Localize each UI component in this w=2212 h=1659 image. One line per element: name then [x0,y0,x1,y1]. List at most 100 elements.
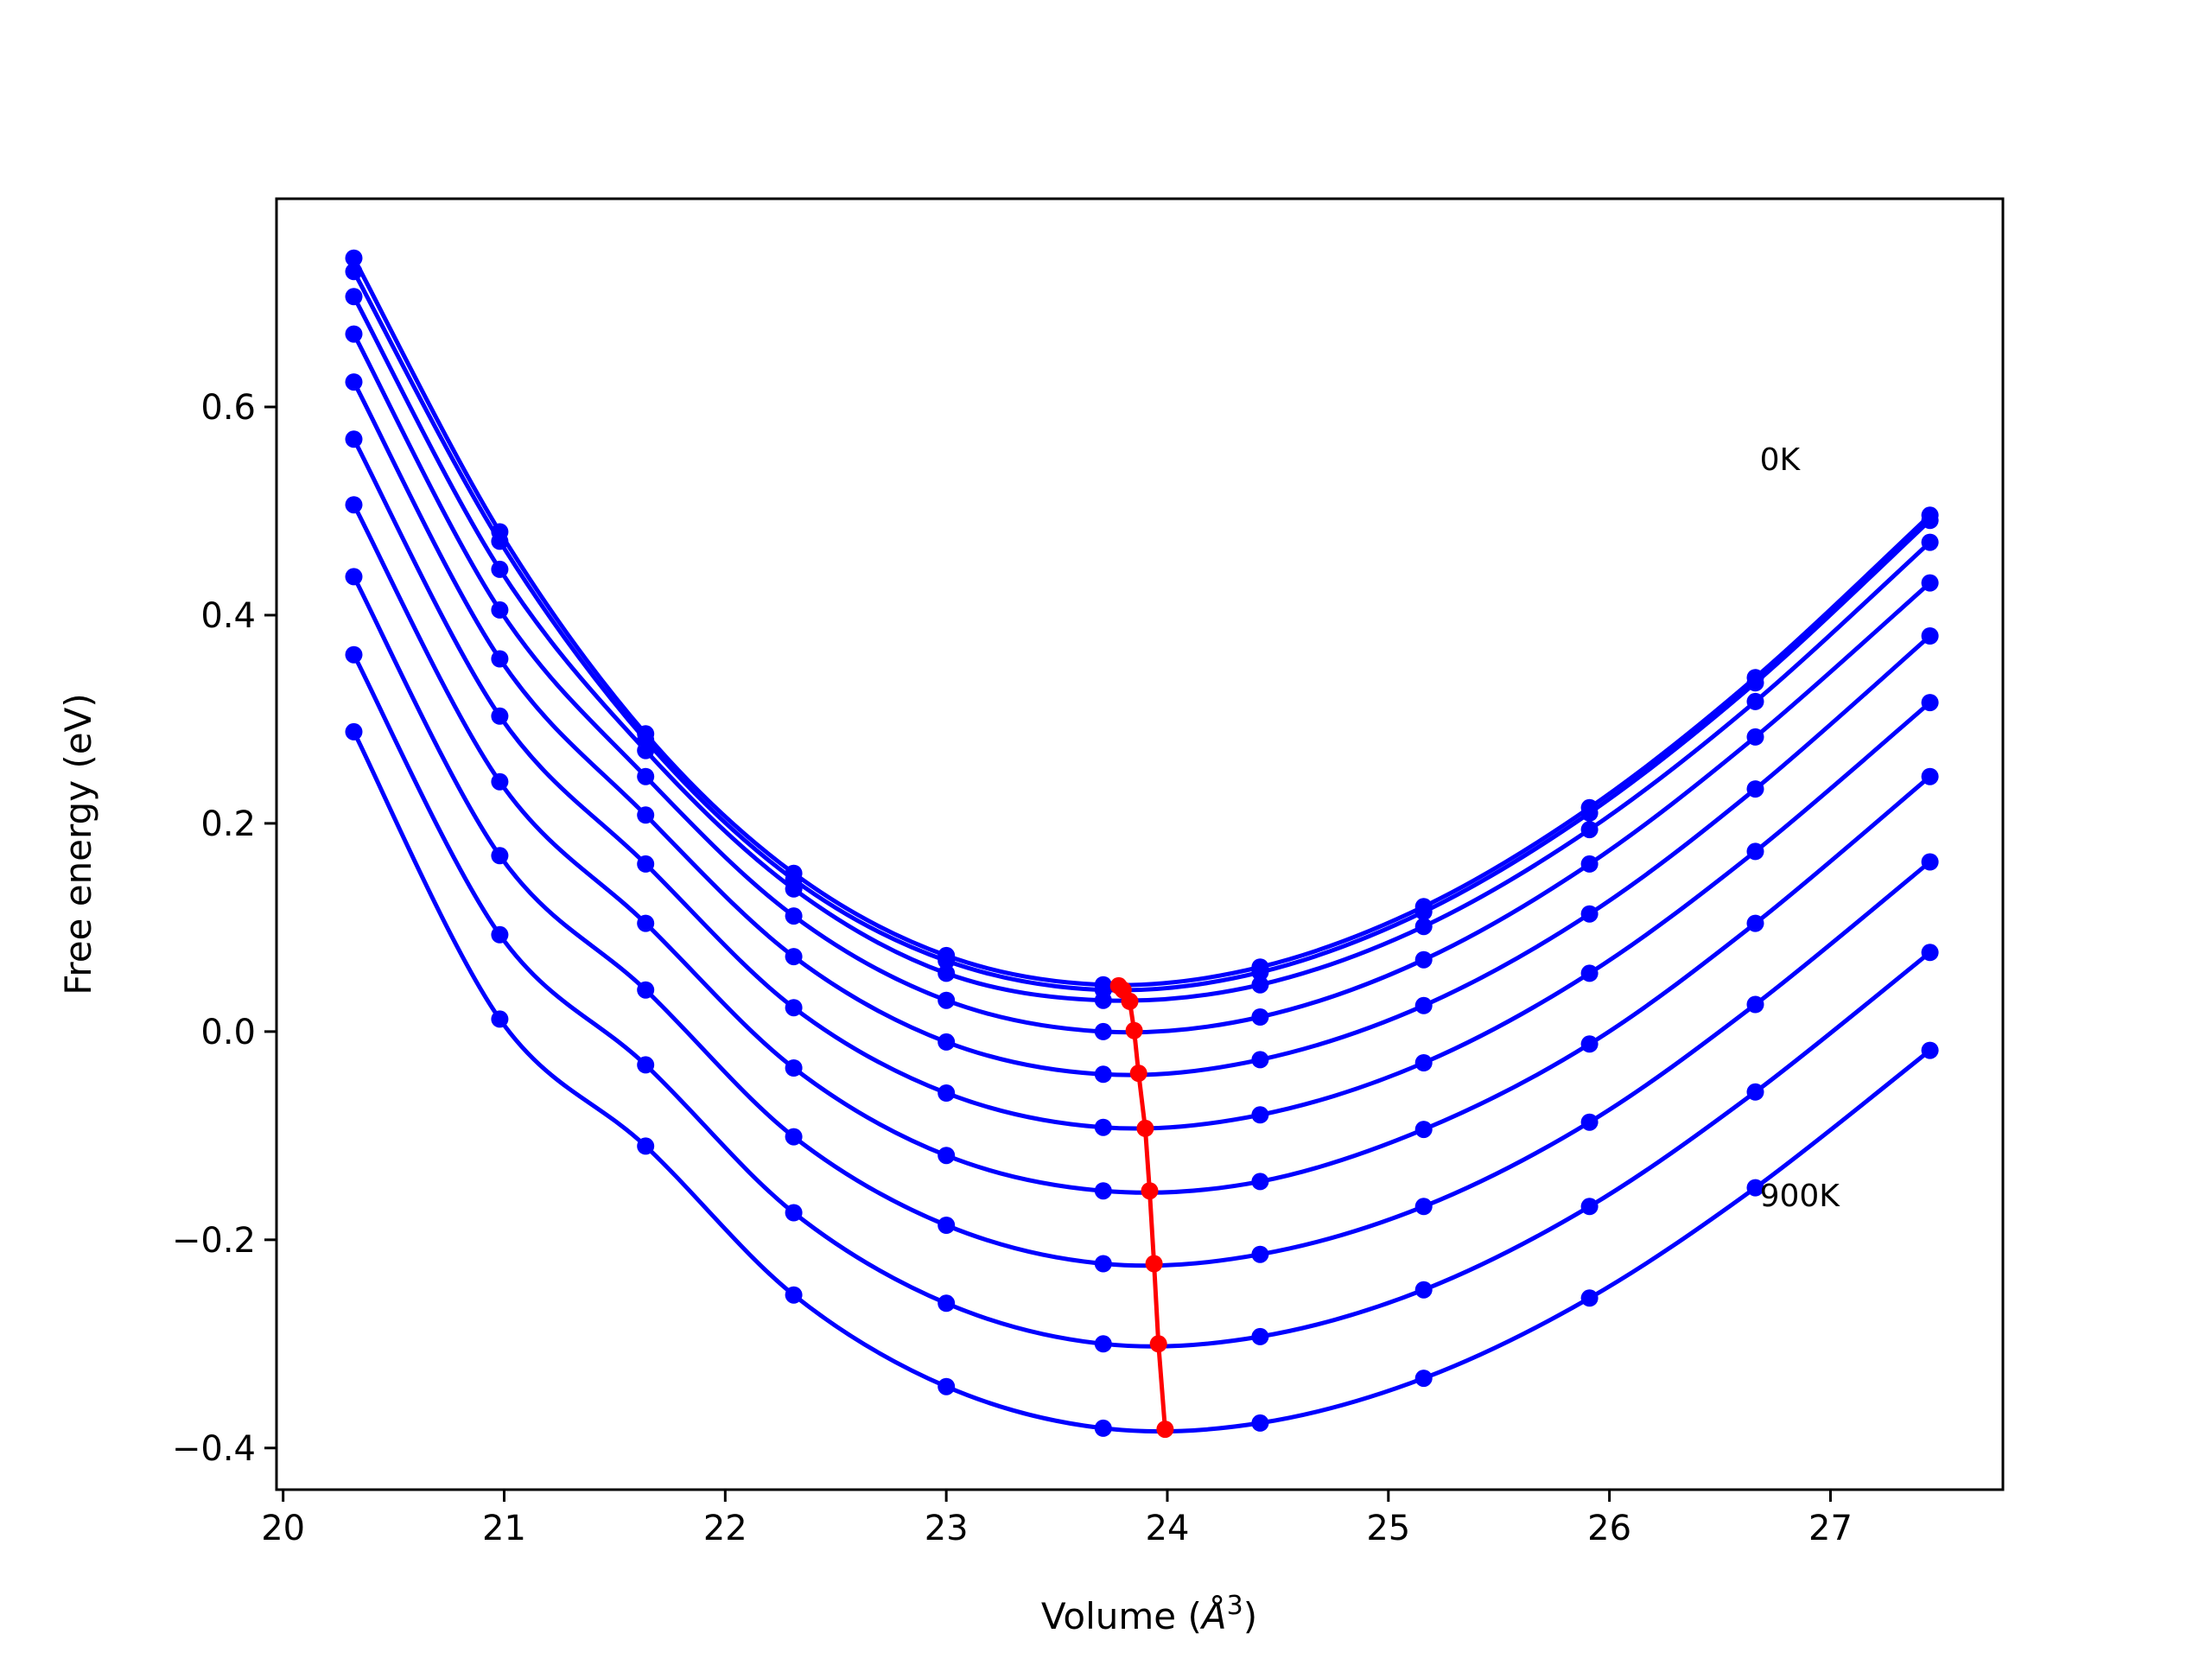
series-4-point-5 [1094,1065,1112,1084]
series-5-point-4 [938,1084,956,1102]
series-6-point-8 [1580,1035,1599,1053]
series-1-point-8 [1580,804,1599,822]
series-2-line [352,296,1932,1003]
minimum-point-7 [1145,1255,1163,1273]
y-tick-label-1: −0.2 [172,1221,256,1261]
energy-curves [345,249,1939,1437]
series-4-point-0 [345,373,363,391]
series-5-point-1 [491,707,509,725]
series-2-point-7 [1414,918,1433,936]
series-7-point-6 [1251,1245,1269,1263]
minimum-point-4 [1129,1065,1147,1083]
series-9-point-10 [1921,1041,1939,1059]
y-tick-label-2: 0.0 [200,1013,256,1052]
series-6-point-10 [1921,767,1939,785]
x-axis-ticks: 20 21 22 23 24 25 26 27 [261,1490,1853,1548]
series-9-point-3 [785,1286,803,1304]
series-6-point-5 [1094,1182,1112,1200]
y-tick-label-0: −0.4 [172,1429,256,1469]
minimum-point-6 [1141,1182,1159,1200]
series-4-point-9 [1746,780,1764,798]
minimum-point-8 [1149,1335,1167,1353]
series-3-point-6 [1251,1008,1269,1026]
series-8-point-4 [938,1294,956,1313]
series-4-point-2 [637,806,655,824]
series-7-point-1 [491,847,509,865]
series-2-point-5 [1094,991,1112,1009]
series-3-point-1 [491,601,509,619]
y-axis-ticks: −0.4 −0.2 0.0 0.2 0.4 0.6 [172,388,276,1469]
series-0-point-0 [345,249,363,267]
y-tick-label-5: 0.6 [200,388,256,428]
series-5-point-8 [1580,964,1599,982]
series-4-point-1 [491,650,509,668]
series-5-line [352,438,1932,1131]
x-tick-label-21: 21 [482,1509,526,1548]
series-5-point-0 [345,430,363,448]
series-2-point-3 [785,880,803,898]
minima-line [1109,976,1174,1439]
minimum-point-9 [1156,1421,1174,1439]
series-3-point-7 [1414,950,1433,969]
x-tick-label-20: 20 [261,1509,305,1548]
annotation-1: 900K [1760,1179,1841,1214]
series-7-point-2 [637,981,655,999]
series-8-point-10 [1921,944,1939,962]
x-tick-label-23: 23 [925,1509,969,1548]
series-8-point-8 [1580,1198,1599,1216]
series-4-point-4 [938,1033,956,1051]
series-4-point-8 [1580,905,1599,923]
series-1-point-4 [938,951,956,969]
series-2-point-10 [1921,533,1939,551]
series-2-point-0 [345,288,363,306]
minimum-point-5 [1136,1119,1154,1137]
series-1-point-7 [1414,903,1433,921]
x-tick-label-25: 25 [1366,1509,1410,1548]
series-8-point-3 [785,1204,803,1222]
series-8-point-7 [1414,1281,1433,1299]
series-3-point-9 [1746,728,1764,746]
series-7-point-4 [938,1217,956,1234]
y-axis-label: Free energy (eV) [57,693,99,995]
series-7-point-10 [1921,853,1939,871]
series-1-point-1 [491,532,509,550]
series-9-point-2 [637,1137,655,1155]
series-3-point-0 [345,325,363,343]
series-3-point-5 [1094,1022,1112,1040]
series-2-point-1 [491,560,509,578]
series-4-point-6 [1251,1051,1269,1069]
series-7-point-8 [1580,1113,1599,1131]
x-tick-label-22: 22 [703,1509,747,1548]
series-7-point-3 [785,1128,803,1146]
series-9-point-5 [1094,1419,1112,1437]
series-8-point-5 [1094,1335,1112,1353]
series-9-point-4 [938,1377,956,1395]
series-7-point-7 [1414,1198,1433,1216]
series-4-point-7 [1414,996,1433,1014]
series-2-point-8 [1580,821,1599,839]
series-5-point-10 [1921,694,1939,712]
series-2-point-9 [1746,692,1764,710]
series-1-line [352,270,1932,993]
x-axis-label: Volume (Å3) [1041,1591,1257,1638]
series-8-point-9 [1746,1083,1764,1101]
annotation-0: 0K [1760,442,1802,478]
series-7-line [352,575,1932,1268]
series-5-point-6 [1251,1106,1269,1124]
x-tick-label-27: 27 [1808,1509,1853,1548]
series-6-point-2 [637,914,655,932]
series-3-point-2 [637,767,655,785]
series-4-line [352,380,1932,1077]
series-5-point-5 [1094,1118,1112,1136]
series-1-point-9 [1746,674,1764,692]
series-5-point-3 [785,999,803,1017]
series-4-point-10 [1921,627,1939,645]
series-3-point-10 [1921,574,1939,592]
series-2-point-4 [938,964,956,982]
plot-frame [275,197,2005,1491]
series-5-point-9 [1746,842,1764,861]
series-8-point-2 [637,1056,655,1074]
series-1-point-10 [1921,512,1939,530]
series-9-point-6 [1251,1414,1269,1432]
